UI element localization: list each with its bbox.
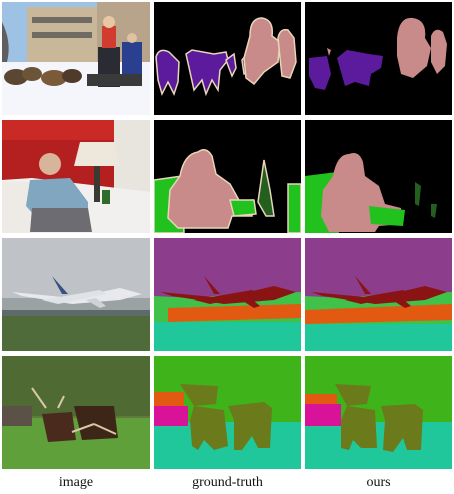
- column-label-ground-truth: ground-truth: [192, 475, 263, 490]
- column-label-image: image: [58, 475, 94, 490]
- row3-ours: [305, 238, 452, 351]
- row2-ours: [305, 120, 452, 233]
- row4-image: [2, 356, 150, 469]
- row4-ours: [305, 356, 452, 469]
- column-label-ours: ours: [366, 475, 391, 490]
- row4-ground-truth: [154, 356, 301, 469]
- row2-ground-truth: [154, 120, 301, 233]
- comparison-grid: [2, 2, 452, 469]
- row1-ours: [305, 2, 452, 115]
- row1-ground-truth: [154, 2, 301, 115]
- row3-ground-truth: [154, 238, 301, 351]
- row2-image: [2, 120, 150, 233]
- row1-image: [2, 2, 150, 115]
- row3-image: [2, 238, 150, 351]
